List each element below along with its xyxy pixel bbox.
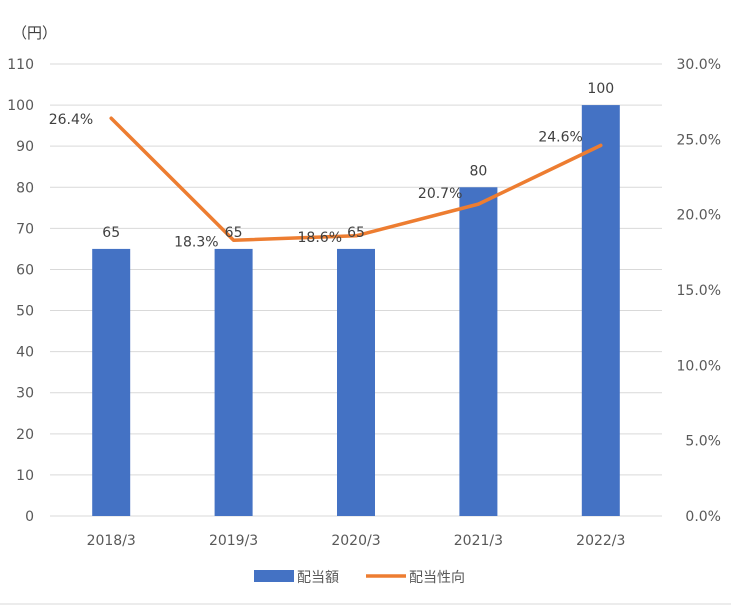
legend: 配当額 配当性向: [254, 570, 465, 586]
y-left-tick-label: 100: [7, 98, 34, 114]
line-data-label: 24.6%: [538, 129, 582, 145]
x-tick-label: 2020/3: [331, 533, 380, 549]
line-series: [111, 118, 601, 240]
y-left-tick-label: 80: [16, 180, 34, 196]
line-data-label: 18.3%: [174, 234, 218, 250]
bar: [582, 105, 620, 516]
y-right-tick-label: 30.0%: [677, 57, 721, 73]
y-right-tick-label: 15.0%: [677, 283, 721, 299]
legend-item-line: 配当性向: [366, 570, 465, 586]
y-left-tick-label: 110: [7, 57, 34, 73]
bar: [337, 249, 375, 516]
x-tick-label: 2021/3: [454, 533, 503, 549]
legend-label-bar: 配当額: [297, 570, 339, 586]
y-unit-label: （円）: [12, 24, 57, 42]
y-right-tick-label: 25.0%: [677, 132, 721, 148]
y-left-tick-label: 50: [16, 304, 34, 320]
bar-data-label: 65: [347, 225, 365, 241]
y-left-tick-label: 20: [16, 427, 34, 443]
bar: [215, 249, 253, 516]
y-left-tick-label: 70: [16, 221, 34, 237]
line-path: [111, 118, 601, 240]
bar-data-label: 65: [102, 225, 120, 241]
bar-data-label: 65: [225, 225, 243, 241]
y-right-tick-label: 10.0%: [677, 358, 721, 374]
data-labels: 65 65 65 80 100 26.4% 18.3% 18.6% 20.7% 24.6%: [49, 81, 614, 250]
x-tick-label: 2018/3: [87, 533, 136, 549]
bar-data-label: 100: [587, 81, 614, 97]
line-data-label: 26.4%: [49, 112, 93, 128]
x-tick-label: 2019/3: [209, 533, 258, 549]
y-right-tick-label: 0.0%: [685, 509, 721, 525]
line-data-label: 18.6%: [298, 230, 342, 246]
y-right-tick-label: 20.0%: [677, 208, 721, 224]
y-left-tick-label: 30: [16, 386, 34, 402]
x-tick-label: 2022/3: [576, 533, 625, 549]
bar: [92, 249, 130, 516]
y-left-tick-label: 60: [16, 262, 34, 278]
legend-item-bar: 配当額: [254, 570, 339, 586]
y-right-tick-label: 5.0%: [685, 434, 721, 450]
y-left-tick-label: 40: [16, 345, 34, 361]
y-left-tick-label: 90: [16, 139, 34, 155]
bar-data-label: 80: [469, 163, 487, 179]
line-data-label: 20.7%: [418, 186, 462, 202]
y-left-tick-label: 10: [16, 468, 34, 484]
bar: [459, 187, 497, 516]
legend-label-line: 配当性向: [409, 570, 465, 586]
legend-swatch-bar: [254, 570, 294, 582]
y-left-tick-label: 0: [25, 509, 34, 525]
